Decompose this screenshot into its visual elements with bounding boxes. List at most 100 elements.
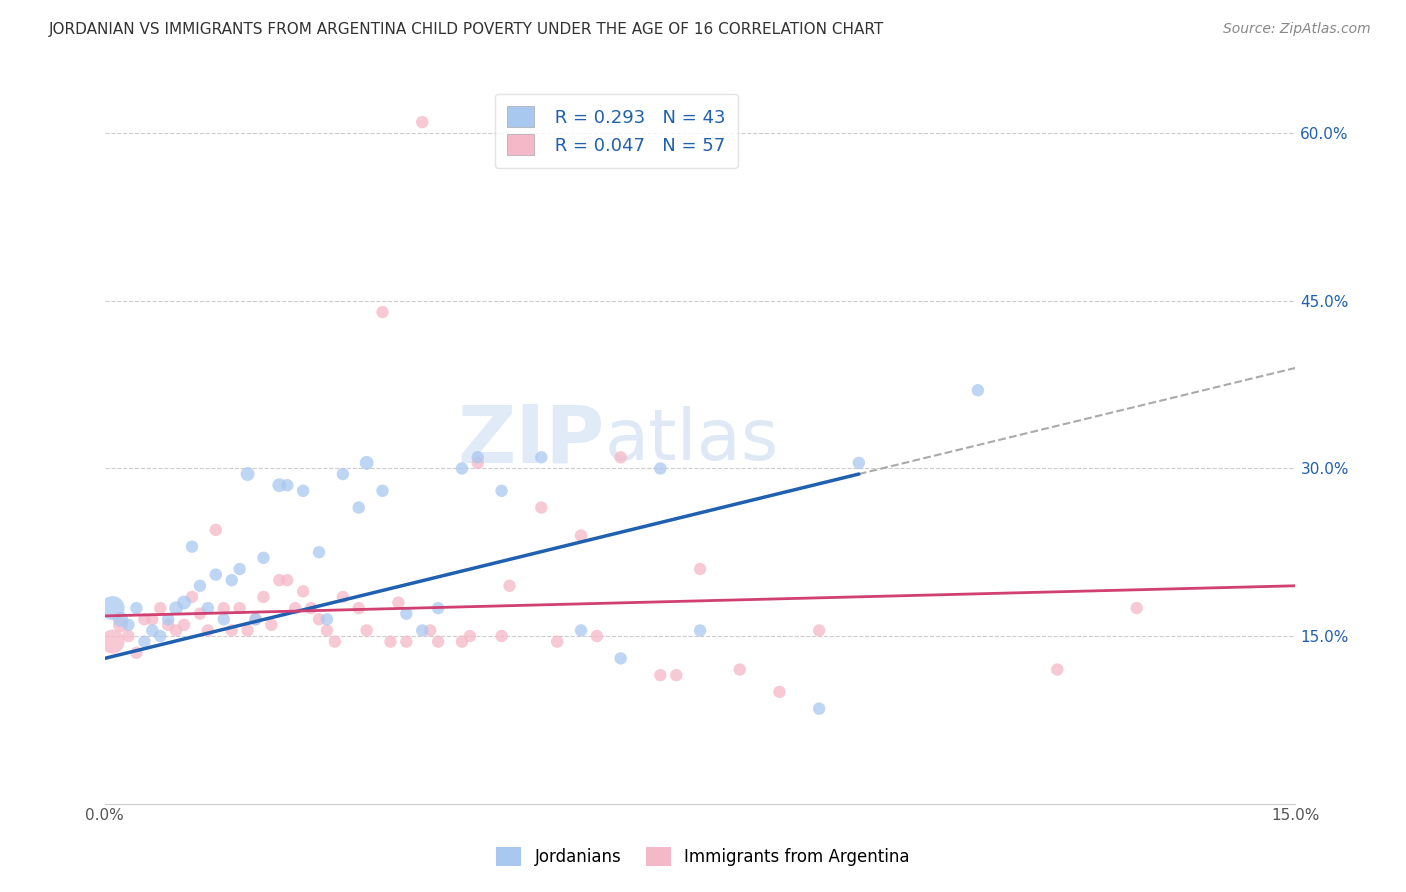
Point	[276, 573, 298, 587]
Point	[141, 624, 163, 638]
Point	[292, 483, 315, 498]
Point	[1125, 601, 1147, 615]
Point	[411, 624, 433, 638]
Point	[467, 456, 489, 470]
Point	[458, 629, 481, 643]
Point	[236, 467, 259, 481]
Point	[157, 612, 180, 626]
Point	[269, 478, 291, 492]
Point	[117, 629, 139, 643]
Point	[110, 618, 132, 632]
Point	[609, 651, 631, 665]
Point	[245, 612, 267, 626]
Point	[650, 461, 672, 475]
Point	[292, 584, 315, 599]
Point	[212, 612, 235, 626]
Point	[569, 528, 592, 542]
Point	[125, 646, 148, 660]
Point	[165, 624, 187, 638]
Point	[149, 629, 172, 643]
Point	[221, 573, 243, 587]
Point	[347, 500, 370, 515]
Point	[308, 545, 330, 559]
Point	[197, 601, 219, 615]
Point	[387, 595, 409, 609]
Point	[332, 467, 354, 481]
Text: Source: ZipAtlas.com: Source: ZipAtlas.com	[1223, 22, 1371, 37]
Point	[276, 478, 298, 492]
Point	[1046, 663, 1069, 677]
Point	[569, 624, 592, 638]
Point	[260, 618, 283, 632]
Point	[356, 624, 378, 638]
Point	[451, 461, 474, 475]
Point	[467, 450, 489, 465]
Point	[848, 456, 870, 470]
Point	[236, 624, 259, 638]
Point	[173, 595, 195, 609]
Point	[134, 634, 156, 648]
Point	[371, 305, 394, 319]
Point	[808, 624, 831, 638]
Point	[110, 612, 132, 626]
Point	[609, 450, 631, 465]
Point	[101, 601, 124, 615]
Point	[181, 540, 204, 554]
Point	[332, 590, 354, 604]
Point	[228, 562, 250, 576]
Point	[284, 601, 307, 615]
Point	[650, 668, 672, 682]
Point	[117, 618, 139, 632]
Point	[689, 624, 711, 638]
Point	[498, 579, 520, 593]
Point	[252, 590, 274, 604]
Point	[188, 579, 211, 593]
Point	[530, 500, 553, 515]
Point	[308, 612, 330, 626]
Point	[546, 634, 568, 648]
Point	[316, 612, 339, 626]
Point	[808, 701, 831, 715]
Point	[221, 624, 243, 638]
Point	[134, 612, 156, 626]
Point	[173, 618, 195, 632]
Point	[395, 634, 418, 648]
Point	[141, 612, 163, 626]
Point	[181, 590, 204, 604]
Point	[101, 634, 124, 648]
Point	[228, 601, 250, 615]
Point	[245, 612, 267, 626]
Point	[419, 624, 441, 638]
Point	[356, 456, 378, 470]
Point	[252, 550, 274, 565]
Point	[371, 483, 394, 498]
Text: JORDANIAN VS IMMIGRANTS FROM ARGENTINA CHILD POVERTY UNDER THE AGE OF 16 CORRELA: JORDANIAN VS IMMIGRANTS FROM ARGENTINA C…	[49, 22, 884, 37]
Point	[149, 601, 172, 615]
Point	[491, 483, 513, 498]
Point	[768, 685, 790, 699]
Point	[316, 624, 339, 638]
Text: ZIP: ZIP	[457, 401, 605, 480]
Point	[665, 668, 688, 682]
Point	[451, 634, 474, 648]
Point	[689, 562, 711, 576]
Point	[165, 601, 187, 615]
Point	[427, 601, 450, 615]
Point	[323, 634, 346, 648]
Legend: Jordanians, Immigrants from Argentina: Jordanians, Immigrants from Argentina	[488, 838, 918, 875]
Point	[269, 573, 291, 587]
Point	[586, 629, 609, 643]
Point	[197, 624, 219, 638]
Point	[491, 629, 513, 643]
Point	[427, 634, 450, 648]
Point	[728, 663, 751, 677]
Point	[157, 618, 180, 632]
Point	[967, 384, 990, 398]
Point	[299, 601, 322, 615]
Point	[125, 601, 148, 615]
Point	[395, 607, 418, 621]
Point	[530, 450, 553, 465]
Point	[204, 567, 226, 582]
Point	[411, 115, 433, 129]
Text: atlas: atlas	[605, 406, 779, 475]
